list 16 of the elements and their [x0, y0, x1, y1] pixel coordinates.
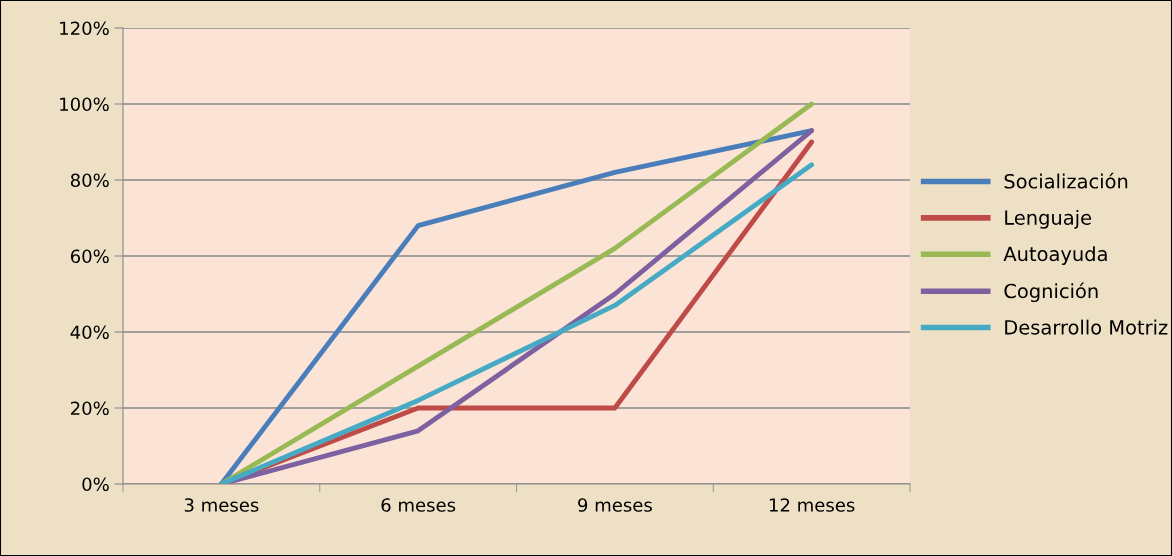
y-tick-label: 80%	[70, 173, 109, 188]
x-tick-label: 9 meses	[578, 498, 652, 512]
legend-label: Lenguaje	[1005, 209, 1092, 229]
x-tick-label: 6 meses	[381, 498, 456, 512]
y-tick-label: 60%	[70, 249, 109, 264]
y-tick-label: 40%	[70, 325, 109, 340]
legend-label: Desarrollo Motriz	[1005, 319, 1168, 335]
y-tick-label: 0%	[82, 477, 109, 492]
x-tick-label: 12 meses	[769, 498, 855, 512]
legend-label: Socialización	[1004, 172, 1128, 189]
legend-label: Cognición	[1004, 282, 1098, 303]
y-tick-label: 100%	[60, 97, 109, 112]
y-tick-label: 20%	[71, 401, 109, 416]
y-tick-label: 120%	[60, 21, 109, 36]
legend-label: Autoayuda	[1003, 246, 1107, 266]
x-tick-label: 3 meses	[184, 498, 259, 512]
